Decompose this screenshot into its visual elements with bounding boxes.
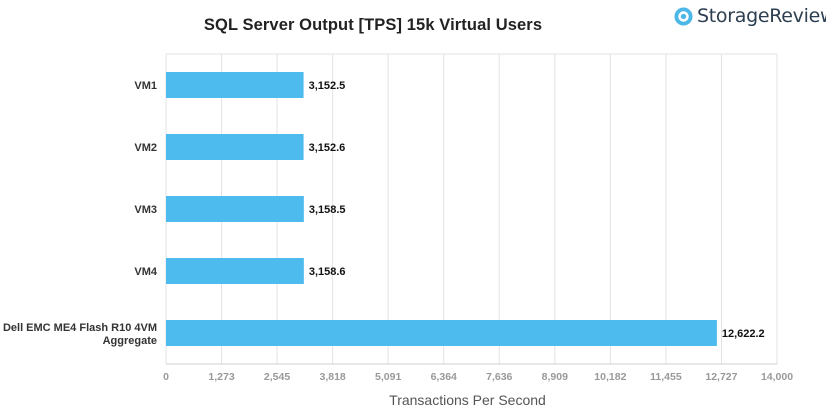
- x-tick-label: 0: [163, 371, 169, 383]
- x-axis-title: Transactions Per Second: [389, 392, 546, 408]
- x-tick-label: 8,909: [542, 371, 568, 383]
- data-label: 3,158.6: [309, 266, 346, 278]
- x-tick-label: 6,364: [431, 371, 457, 383]
- value-labels: 3,152.5 3,152.6 3,158.5 3,158.6 12,622.2: [309, 80, 765, 340]
- x-tick-label: 1,273: [208, 371, 234, 383]
- category-label: VM4: [134, 266, 158, 278]
- x-tick-label: 12,727: [705, 371, 737, 383]
- bar-series: [166, 72, 717, 346]
- chart-title: SQL Server Output [TPS] 15k Virtual User…: [203, 16, 543, 34]
- bar: [166, 134, 304, 160]
- x-axis-ticks: 0 1,273 2,545 3,818 5,091 6,364 7,636 8,909 10,1…: [163, 371, 793, 383]
- data-label: 3,152.6: [309, 142, 346, 154]
- x-tick-label: 3,818: [319, 371, 345, 383]
- bar: [166, 258, 304, 284]
- category-label: Dell EMC ME4 Flash R10 4VM Aggregate: [3, 322, 157, 347]
- bar: [166, 196, 304, 222]
- x-tick-label: 5,091: [375, 371, 401, 383]
- category-label: VM2: [134, 142, 157, 154]
- category-label: VM3: [134, 204, 157, 216]
- category-labels: VM1 VM2 VM3 VM4 Dell EMC ME4 Flash R10 4VM Ag…: [3, 80, 158, 347]
- gridlines: [165, 53, 778, 365]
- x-tick-label: 11,455: [650, 371, 682, 383]
- category-label: VM1: [134, 80, 157, 92]
- bar: [166, 320, 717, 346]
- data-label: 3,158.5: [309, 204, 346, 216]
- x-tick-label: 2,545: [264, 371, 290, 383]
- data-label: 3,152.5: [309, 80, 346, 92]
- brand-name: StorageReview: [697, 5, 826, 27]
- x-tick-label: 10,182: [594, 371, 626, 383]
- brand-logo: StorageReview: [674, 4, 826, 28]
- storagereview-logo-icon: [674, 6, 693, 26]
- x-tick-label: 14,000: [761, 371, 793, 383]
- x-tick-label: 7,636: [486, 371, 512, 383]
- bar: [166, 72, 304, 98]
- data-label: 12,622.2: [722, 328, 765, 340]
